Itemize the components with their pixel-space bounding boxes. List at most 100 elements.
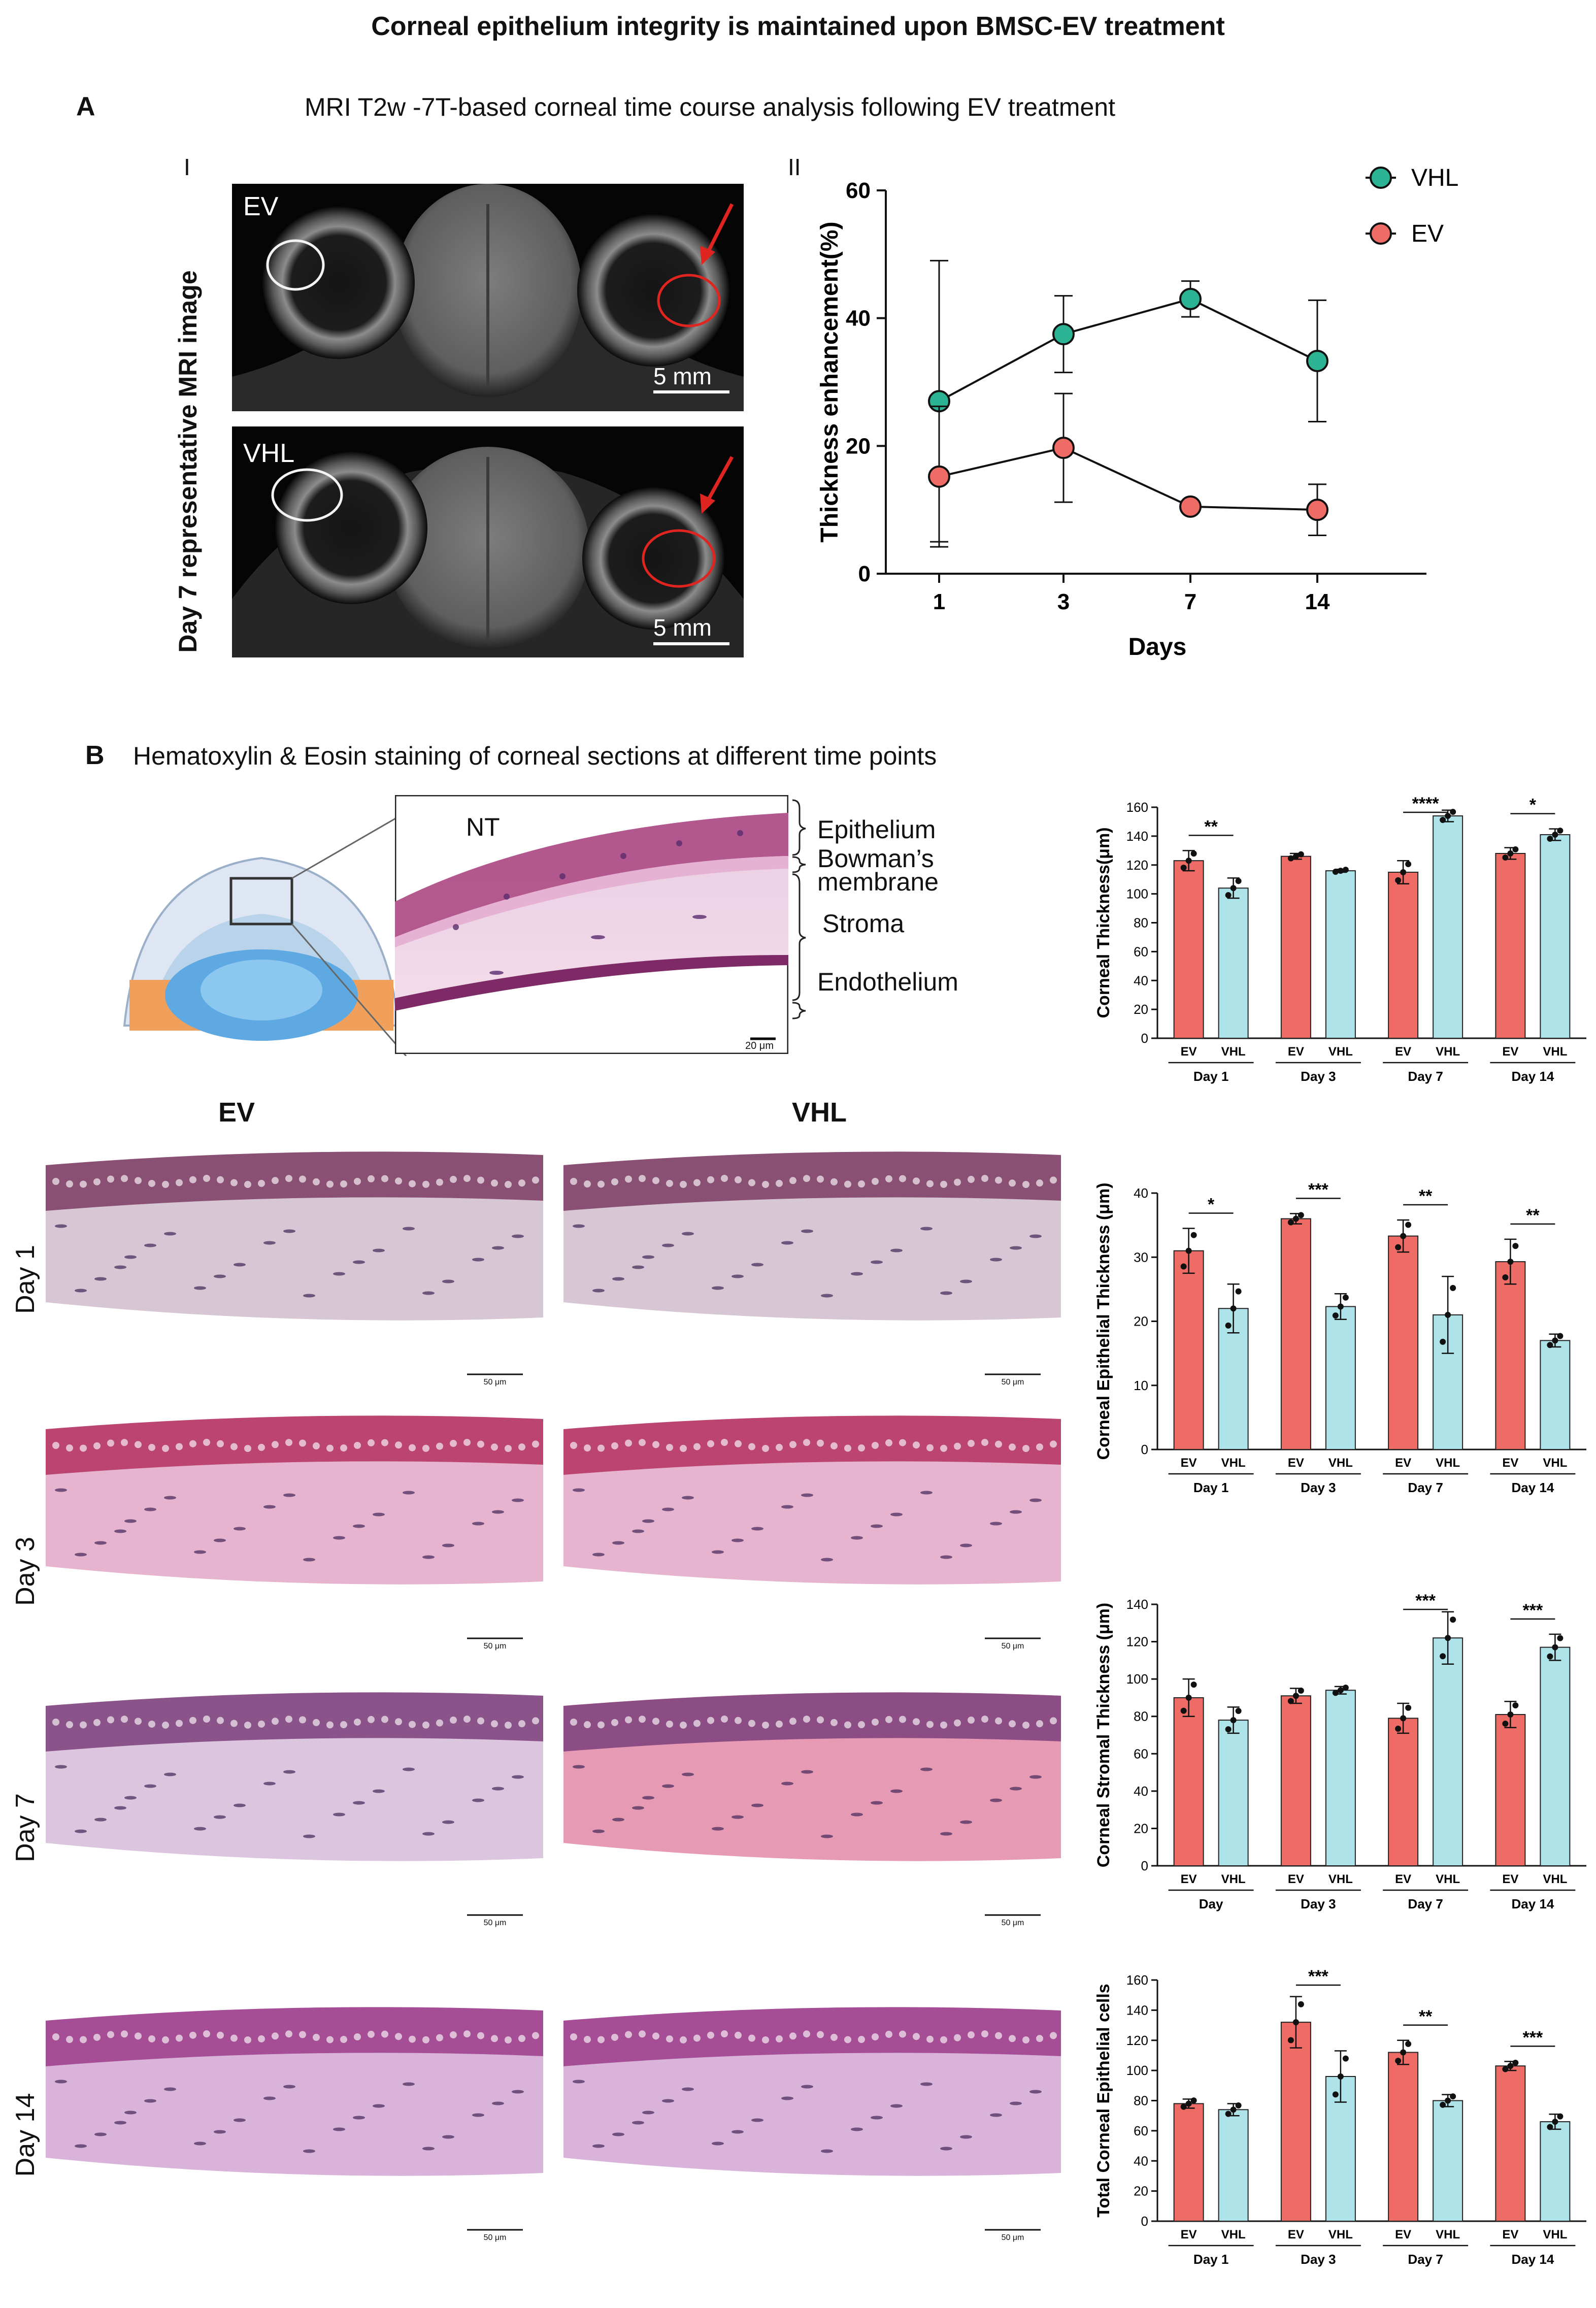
replicate-point [1287,2037,1294,2043]
layer-label-endothelium: Endothelium [817,968,958,996]
significance-label: **** [1412,794,1440,813]
bar-label-ev: EV [1395,1456,1411,1470]
y-axis-label: Corneal Epithelial Thickness (μm) [1094,1182,1113,1460]
he-cell [721,1175,728,1182]
bar-ev [1388,1235,1419,1450]
significance-label: *** [1308,1180,1328,1199]
he-keratocyte [920,1767,933,1771]
he-cell [368,1439,375,1446]
replicate-point [1190,2097,1197,2104]
he-cell [299,1439,306,1447]
bar-vhl [1433,2100,1464,2222]
he-cell [52,2033,59,2040]
he-cell [189,1440,196,1447]
he-cell [652,1718,659,1725]
he-keratocyte [75,1289,87,1293]
he-row-day3: Day 3 [11,1537,40,1606]
replicate-point [1445,2097,1451,2104]
x-tick-label: 3 [1057,589,1070,614]
he-cell [885,1439,892,1446]
he-cell [450,2031,457,2039]
he-keratocyte [801,2085,813,2089]
he-cell [409,2035,416,2043]
he-keratocyte [472,2113,484,2117]
he-cell [858,2036,865,2043]
replicate-point [1185,858,1192,864]
he-keratocyte [164,1232,176,1236]
he-cell [803,1716,810,1723]
he-cell [313,2033,320,2041]
he-cell [80,1721,87,1729]
replicate-point [1512,1243,1519,1249]
he-cell [93,1442,101,1449]
he-cell [463,2030,471,2038]
he-cell [570,1442,577,1449]
he-keratocyte [920,2082,933,2086]
he-cell [597,1444,605,1452]
he-epithelium [46,2007,543,2066]
bar-label-vhl: VHL [1436,1045,1460,1059]
he-cell [735,1440,742,1447]
he-keratocyte [612,1818,624,1822]
he-keratocyte [1010,1246,1022,1250]
he-keratocyte [1029,2090,1042,2094]
data-point-ev [1052,437,1075,459]
he-cell [52,1719,59,1726]
he-cell [436,1719,443,1727]
y-tick-label: 10 [1134,1378,1148,1393]
he-keratocyte [373,1789,385,1793]
he-cell [762,1721,769,1729]
he-keratocyte [214,1538,226,1542]
replicate-point [1405,1222,1412,1228]
he-keratocyte [592,1829,605,1833]
he-cell [326,1444,334,1452]
he-keratocyte [124,1796,137,1800]
he-cell [858,1721,865,1729]
he-cell [176,1179,183,1186]
he-keratocyte [1029,1775,1042,1779]
replicate-point [1512,2059,1519,2066]
replicate-point [1332,869,1339,875]
he-cell [995,2032,1002,2039]
replicate-point [1342,867,1349,873]
replicate-point [1180,865,1187,871]
legend-label-ev: EV [1411,220,1444,247]
he-cell [597,1721,605,1729]
he-keratocyte [422,2147,435,2151]
he-cell [1050,1717,1057,1725]
replicate-point [1405,1704,1412,1711]
he-cell [176,2034,183,2042]
he-cell [66,1721,73,1729]
he-keratocyte [403,1767,415,1771]
he-keratocyte [75,1553,87,1557]
he-cell [1009,1720,1016,1728]
data-point-ev [1306,499,1328,521]
he-cell [707,1717,714,1724]
panel-b-heading: Hematoxylin & Eosin staining of corneal … [133,742,937,770]
bar-label-ev: EV [1502,1045,1518,1059]
y-axis-label: Corneal Thickness(μm) [1094,827,1113,1018]
he-keratocyte [303,1558,315,1562]
he-keratocyte [283,1493,295,1497]
he-cell [189,2031,196,2039]
bar-vhl [1540,834,1571,1039]
he-cell [422,1721,429,1729]
he-cell [1009,2035,1016,2042]
he-cell [995,1717,1002,1725]
he-cell [80,1180,87,1188]
he-cell [340,2036,347,2043]
he-cell [789,2032,796,2040]
replicate-point [1502,1274,1509,1281]
he-cell [899,1716,906,1723]
he-cell [93,2033,101,2041]
he-cell [968,1717,975,1724]
panel-b-letter: B [85,741,105,770]
y-tick-label: 0 [858,562,871,586]
he-keratocyte [422,1555,435,1559]
he-cell [639,1175,646,1182]
replicate-point [1547,2124,1553,2130]
he-keratocyte [751,1803,763,1807]
he-keratocyte [403,1491,415,1495]
he-cell [981,2030,988,2038]
